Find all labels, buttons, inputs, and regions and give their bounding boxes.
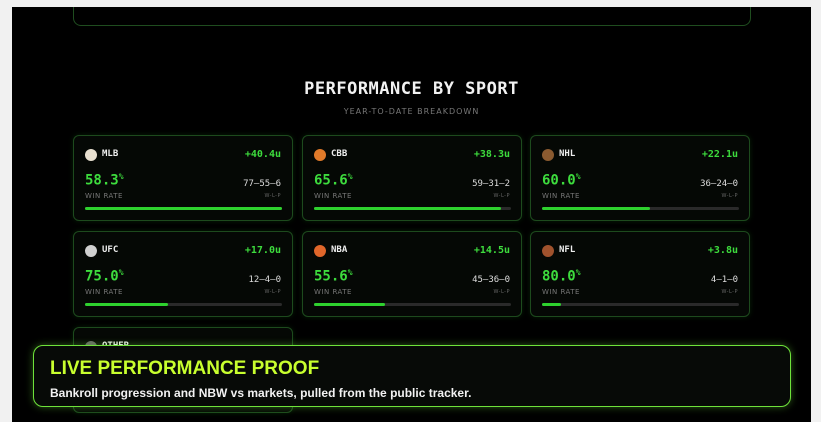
win-rate-value: 75.0 (85, 268, 119, 285)
icon (85, 149, 97, 161)
progress-track (85, 207, 282, 210)
win-rate-value: 60.0 (542, 172, 576, 189)
win-rate: 55.6% (314, 268, 353, 285)
sport-card: UFC +17.0u 75.0% WIN RATE 12–4–0 W-L-P (73, 231, 293, 317)
progress-fill (314, 303, 385, 306)
win-rate-unit: % (118, 172, 124, 181)
top-card (73, 7, 751, 26)
sport: UFC (102, 245, 119, 255)
win-rate-unit: % (575, 172, 581, 181)
win-rate-value: 65.6 (314, 172, 348, 189)
progress-track (314, 207, 511, 210)
win-rate-unit: % (347, 268, 353, 277)
units: +38.3u (473, 149, 510, 160)
icon (85, 245, 97, 257)
progress-fill (85, 207, 282, 210)
win-rate: 65.6% (314, 172, 353, 189)
win-rate-caption: WIN RATE (542, 288, 580, 296)
banner-text: Bankroll progression and NBW vs markets,… (50, 386, 472, 400)
banner: LIVE PERFORMANCE PROOF Bankroll progress… (33, 345, 791, 407)
section-subtitle: YEAR-TO-DATE BREAKDOWN (343, 107, 480, 116)
record: 4–1–0 (710, 275, 738, 285)
record: 45–36–0 (472, 275, 510, 285)
win-rate-caption: WIN RATE (85, 288, 123, 296)
sport-card: CBB +38.3u 65.6% WIN RATE 59–31–2 W-L-P (302, 135, 522, 221)
sport-card: NHL +22.1u 60.0% WIN RATE 36–24–0 W-L-P (530, 135, 750, 221)
win-rate: 60.0% (542, 172, 581, 189)
progress-fill (542, 303, 561, 306)
win-rate-unit: % (575, 268, 581, 277)
win-rate: 80.0% (542, 268, 581, 285)
units: +3.8u (707, 245, 738, 256)
sport: CBB (331, 149, 348, 159)
win-rate-value: 80.0 (542, 268, 576, 285)
sport: NFL (559, 245, 576, 255)
record: 36–24–0 (700, 179, 738, 189)
win-rate-caption: WIN RATE (314, 192, 352, 200)
progress-track (542, 303, 739, 306)
progress-fill (542, 207, 650, 210)
section-title: PERFORMANCE BY SPORT (304, 79, 519, 99)
units: +22.1u (701, 149, 738, 160)
record-caption: W-L-P (493, 289, 510, 295)
banner-title: LIVE PERFORMANCE PROOF (50, 358, 320, 379)
win-rate-unit: % (118, 268, 124, 277)
sport-card: NBA +14.5u 55.6% WIN RATE 45–36–0 W-L-P (302, 231, 522, 317)
icon (542, 245, 554, 257)
win-rate-value: 55.6 (314, 268, 348, 285)
units: +14.5u (473, 245, 510, 256)
win-rate: 58.3% (85, 172, 124, 189)
record-caption: W-L-P (493, 193, 510, 199)
record-caption: W-L-P (264, 289, 281, 295)
progress-track (542, 207, 739, 210)
record: 59–31–2 (472, 179, 510, 189)
progress-track (314, 303, 511, 306)
win-rate-caption: WIN RATE (85, 192, 123, 200)
sport: MLB (102, 149, 119, 159)
win-rate-unit: % (347, 172, 353, 181)
record-caption: W-L-P (721, 193, 738, 199)
record-caption: W-L-P (264, 193, 281, 199)
progress-fill (85, 303, 168, 306)
win-rate: 75.0% (85, 268, 124, 285)
sport: NBA (331, 245, 348, 255)
units: +40.4u (244, 149, 281, 160)
record: 77–55–6 (243, 179, 281, 189)
win-rate-caption: WIN RATE (542, 192, 580, 200)
icon (314, 245, 326, 257)
sport-card: NFL +3.8u 80.0% WIN RATE 4–1–0 W-L-P (530, 231, 750, 317)
units: +17.0u (244, 245, 281, 256)
sport: NHL (559, 149, 576, 159)
record-caption: W-L-P (721, 289, 738, 295)
sport-card: MLB +40.4u 58.3% WIN RATE 77–55–6 W-L-P (73, 135, 293, 221)
record: 12–4–0 (248, 275, 281, 285)
progress-track (85, 303, 282, 306)
progress-fill (314, 207, 501, 210)
win-rate-caption: WIN RATE (314, 288, 352, 296)
icon (314, 149, 326, 161)
win-rate-value: 58.3 (85, 172, 119, 189)
icon (542, 149, 554, 161)
